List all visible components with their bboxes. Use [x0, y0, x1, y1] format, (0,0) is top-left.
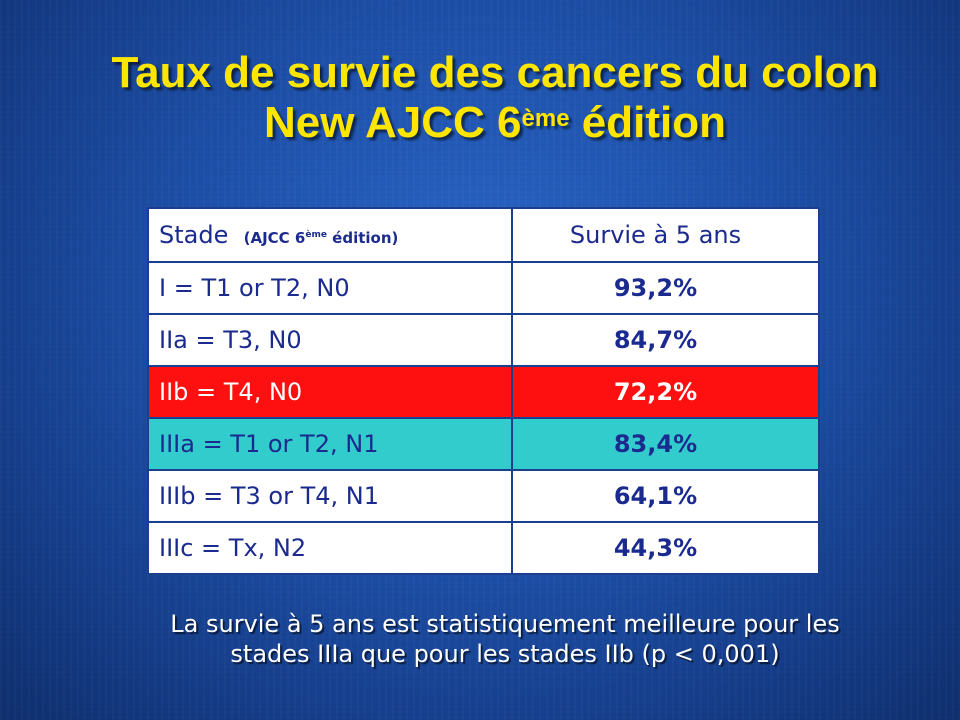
footnote-line-1: La survie à 5 ans est statistiquement me…: [170, 610, 840, 638]
survie-cell: 44,3%: [511, 521, 820, 575]
survie-cell: 84,7%: [511, 313, 820, 367]
survival-table: Stade (AJCC 6ème édition) Survie à 5 ans…: [147, 207, 820, 575]
survie-cell: 93,2%: [511, 261, 820, 315]
title-line-2-main: New AJCC 6: [263, 98, 522, 147]
slide-title: Taux de survie des cancers du colon New …: [0, 48, 960, 148]
stade-cell: IIb = T4, N0: [147, 365, 513, 419]
title-line-1: Taux de survie des cancers du colon: [111, 48, 879, 97]
header-stade-label: Stade: [159, 221, 229, 249]
stade-cell: IIIb = T3 or T4, N1: [147, 469, 513, 523]
stade-cell: I = T1 or T2, N0: [147, 261, 513, 315]
table-row-stage-iiia: IIIa = T1 or T2, N1 83,4%: [147, 417, 820, 471]
header-stade-note-close: édition): [326, 229, 399, 247]
table-row-stage-iib: IIb = T4, N0 72,2%: [147, 365, 820, 419]
survie-cell: 83,4%: [511, 417, 820, 471]
table-row-stage-iia: IIa = T3, N0 84,7%: [147, 313, 820, 367]
table-row-stage-i: I = T1 or T2, N0 93,2%: [147, 261, 820, 315]
header-stade-note: (AJCC 6ème édition): [244, 229, 399, 247]
header-stade-cell: Stade (AJCC 6ème édition): [147, 207, 513, 263]
table-row-stage-iiic: IIIc = Tx, N2 44,3%: [147, 521, 820, 575]
header-stade-note-sup: ème: [305, 230, 327, 240]
table-header-row: Stade (AJCC 6ème édition) Survie à 5 ans: [147, 207, 820, 263]
footnote-line-2: stades IIIa que pour les stades IIb (p <…: [230, 640, 780, 668]
survie-cell: 72,2%: [511, 365, 820, 419]
survie-cell: 64,1%: [511, 469, 820, 523]
table-row-stage-iiib: IIIb = T3 or T4, N1 64,1%: [147, 469, 820, 523]
header-survie-cell: Survie à 5 ans: [511, 207, 820, 263]
stade-cell: IIIc = Tx, N2: [147, 521, 513, 575]
title-line-2: New AJCC 6ème édition: [0, 98, 960, 148]
title-line-2-end: édition: [569, 98, 727, 147]
stade-cell: IIa = T3, N0: [147, 313, 513, 367]
header-stade-note-open: (AJCC 6: [243, 229, 306, 247]
footnote: La survie à 5 ans est statistiquement me…: [90, 609, 920, 669]
title-line-2-sup: ème: [521, 105, 570, 132]
stade-cell: IIIa = T1 or T2, N1: [147, 417, 513, 471]
